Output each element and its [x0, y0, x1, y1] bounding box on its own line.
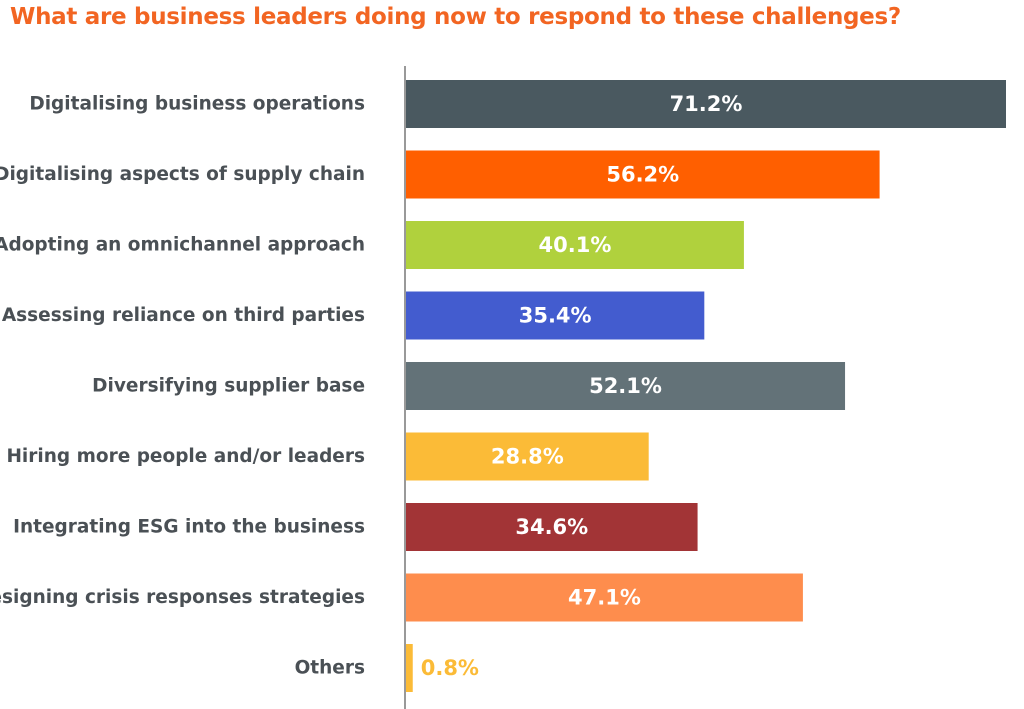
- chart-title: What are business leaders doing now to r…: [10, 4, 901, 30]
- bar-digitalising-aspects-of-supply-chain: [406, 150, 880, 199]
- category-label-others: Others: [295, 658, 365, 679]
- bar-diversifying-supplier-base: [406, 362, 846, 410]
- value-label-designing-crisis-responses-strategies: 47.1%: [568, 586, 641, 610]
- value-label-digitalising-business-operations: 71.2%: [670, 92, 743, 116]
- value-label-diversifying-supplier-base: 52.1%: [589, 374, 662, 398]
- value-label-hiring-more-people-and-or-leaders: 28.8%: [491, 445, 564, 469]
- category-label-adopting-an-omnichannel-approach: Adopting an omnichannel approach: [0, 235, 365, 256]
- category-label-digitalising-aspects-of-supply-chain: Digitalising aspects of supply chain: [0, 164, 365, 185]
- bar-adopting-an-omnichannel-approach: [406, 221, 744, 269]
- value-label-digitalising-aspects-of-supply-chain: 56.2%: [606, 163, 679, 187]
- category-label-designing-crisis-responses-strategies: Designing crisis responses strategies: [0, 587, 365, 608]
- value-label-assessing-reliance-on-third-parties: 35.4%: [519, 304, 592, 328]
- bar-hiring-more-people-and-or-leaders: [406, 432, 649, 481]
- bar-designing-crisis-responses-strategies: [406, 573, 803, 622]
- category-label-diversifying-supplier-base: Diversifying supplier base: [92, 376, 365, 397]
- category-label-integrating-esg-into-the-business: Integrating ESG into the business: [13, 517, 365, 538]
- bars-group: Digitalising business operations 71.2% Dig…: [0, 80, 1006, 692]
- value-label-others: 0.8%: [421, 656, 479, 680]
- category-label-hiring-more-people-and-or-leaders: Hiring more people and/or leaders: [6, 446, 365, 467]
- category-label-assessing-reliance-on-third-parties: Assessing reliance on third parties: [2, 305, 365, 326]
- bar-assessing-reliance-on-third-parties: [406, 291, 705, 340]
- value-label-integrating-esg-into-the-business: 34.6%: [515, 515, 588, 539]
- value-label-adopting-an-omnichannel-approach: 40.1%: [539, 233, 612, 257]
- bar-digitalising-business-operations: [406, 80, 1006, 128]
- bar-integrating-esg-into-the-business: [406, 503, 698, 551]
- category-label-digitalising-business-operations: Digitalising business operations: [29, 94, 365, 115]
- bar-others: [406, 644, 413, 692]
